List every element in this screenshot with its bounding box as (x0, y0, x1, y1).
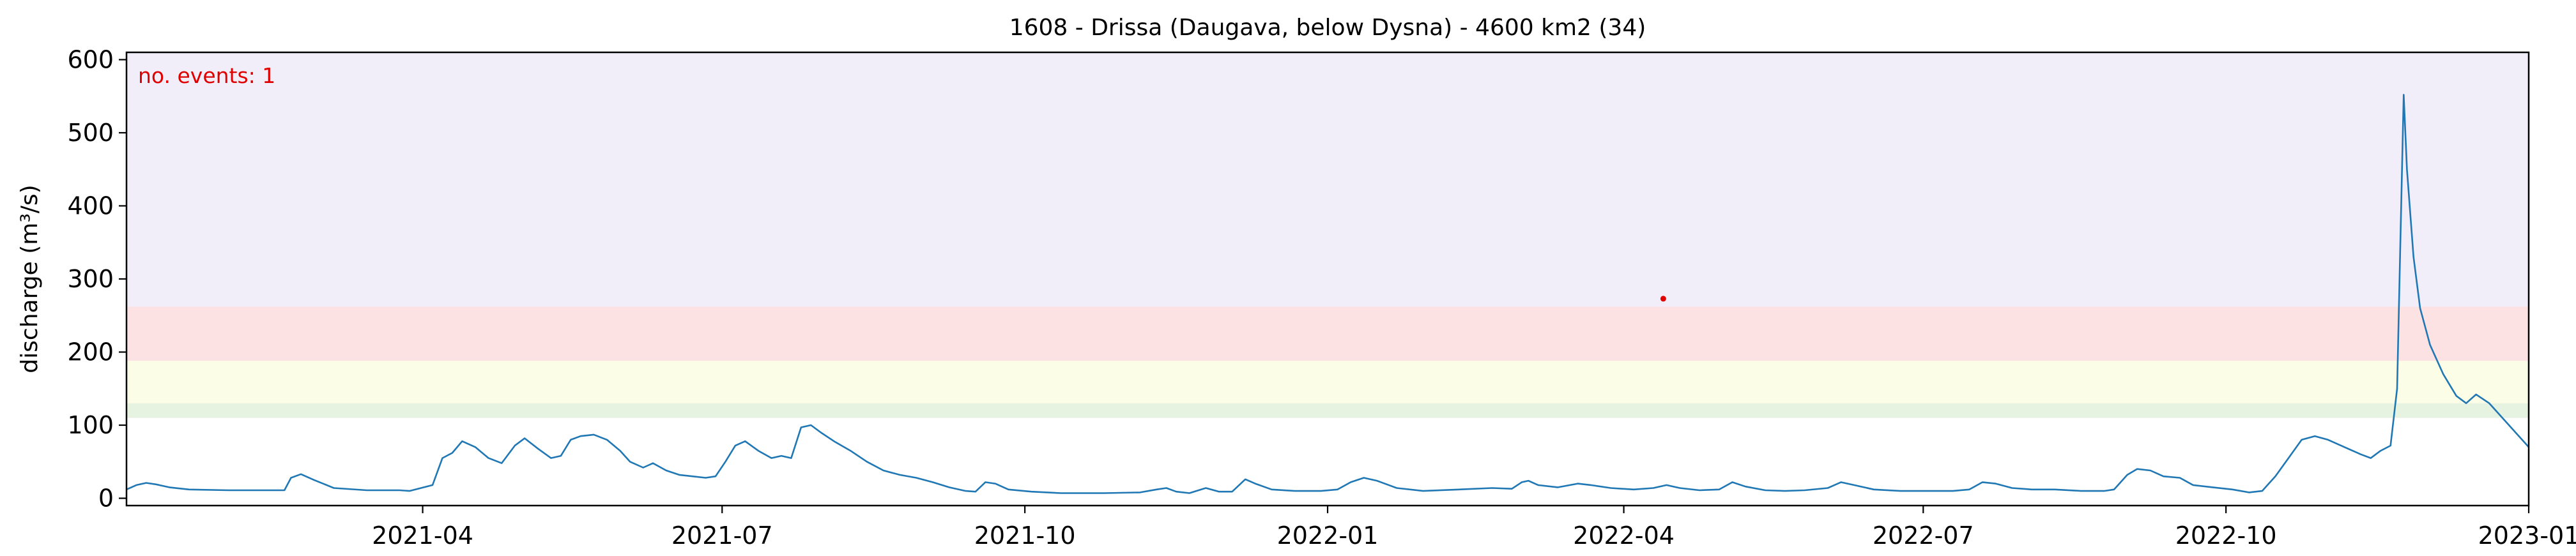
y-tick-label-100: 100 (67, 411, 114, 439)
y-axis-label: discharge (m³/s) (17, 184, 43, 373)
discharge-series (126, 94, 2529, 494)
x-tick-label-2021-10: 2021-10 (974, 522, 1076, 550)
y-axis-ticks: 0 100 200 300 400 500 600 (67, 45, 126, 513)
y-tick-label-600: 600 (67, 45, 114, 73)
x-tick-label-2021-07: 2021-07 (671, 522, 773, 550)
event-point (1660, 296, 1666, 302)
events-annotation: no. events: 1 (138, 63, 275, 88)
x-tick-label-2022-04: 2022-04 (1573, 522, 1675, 550)
band-level-1 (126, 403, 2529, 418)
x-tick-label-2021-04: 2021-04 (372, 522, 473, 550)
x-tick-label-2022-10: 2022-10 (2175, 522, 2277, 550)
y-tick-label-400: 400 (67, 192, 114, 220)
x-tick-label-2022-01: 2022-01 (1277, 522, 1379, 550)
band-level-4 (126, 52, 2529, 307)
x-tick-label-2023-01: 2023-01 (2478, 522, 2576, 550)
y-tick-label-300: 300 (67, 265, 114, 293)
threshold-bands (126, 52, 2529, 418)
band-level-3 (126, 306, 2529, 361)
y-tick-label-200: 200 (67, 338, 114, 366)
x-tick-label-2022-07: 2022-07 (1873, 522, 1974, 550)
chart-title: 1608 - Drissa (Daugava, below Dysna) - 4… (1009, 15, 1646, 41)
series-line-discharge (126, 94, 2529, 494)
y-tick-label-0: 0 (98, 485, 114, 513)
event-markers (1660, 296, 1666, 302)
band-level-2 (126, 361, 2529, 403)
x-axis-ticks: 2021-04 2021-07 2021-10 2022-01 2022-04 2022-… (372, 506, 2576, 550)
y-tick-label-500: 500 (67, 119, 114, 147)
